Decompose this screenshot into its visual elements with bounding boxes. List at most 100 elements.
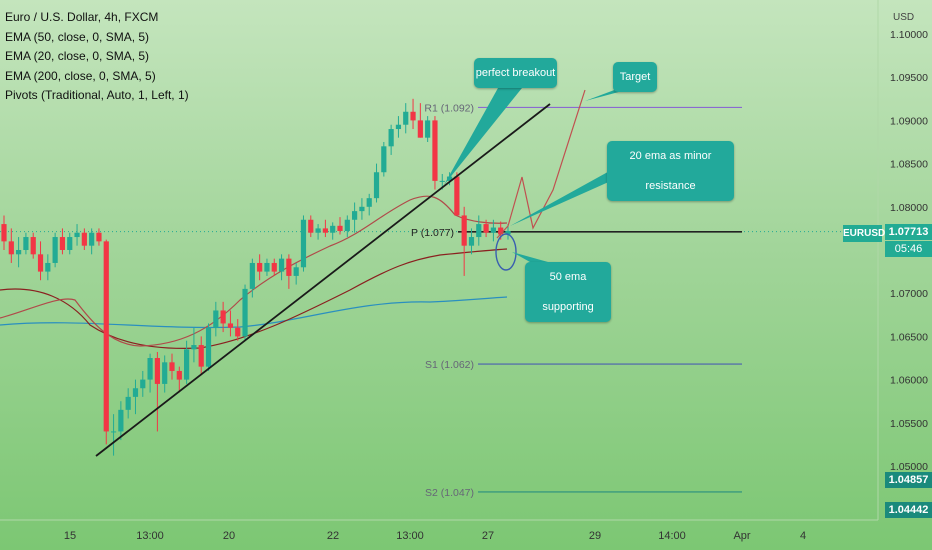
- candle-body: [446, 176, 453, 181]
- legend-ema200[interactable]: EMA (200, close, 0, SMA, 5): [5, 68, 156, 83]
- candle-body: [403, 111, 409, 125]
- candle-body: [132, 388, 139, 397]
- candle-body: [30, 237, 36, 255]
- callout-pointer-breakout: [444, 88, 522, 185]
- y-tick-label: 1.07000: [890, 288, 928, 300]
- y-tick-label: 1.06500: [890, 331, 928, 343]
- candle-body: [461, 215, 467, 246]
- callout-50-ema-supporting[interactable]: 50 ema supporting: [525, 262, 611, 322]
- candle-body: [366, 198, 372, 207]
- ema20-line: [0, 195, 508, 347]
- candle-body: [235, 327, 241, 337]
- candle-body: [162, 362, 168, 384]
- candle-body: [476, 224, 482, 238]
- candle-body: [395, 124, 402, 130]
- projection-path: [496, 89, 586, 239]
- legend-ema20[interactable]: EMA (20, close, 0, SMA, 5): [5, 49, 150, 63]
- callout-target[interactable]: Target: [613, 62, 657, 92]
- candle-body: [498, 227, 504, 235]
- candle-body: [140, 379, 146, 389]
- candle-body: [286, 258, 292, 276]
- y-tick-label: 1.05500: [890, 418, 928, 430]
- candle-body: [16, 250, 22, 255]
- candle-body: [352, 211, 358, 220]
- x-tick-label: 13:00: [396, 530, 424, 542]
- candle-body: [359, 206, 365, 212]
- candle-body: [8, 241, 14, 255]
- low-price-tag-1: 1.04857: [885, 472, 932, 488]
- y-tick-label: 1.10000: [890, 29, 928, 41]
- candle-body: [300, 219, 307, 268]
- x-tick-label: 20: [223, 530, 235, 542]
- candle-body: [110, 431, 117, 433]
- candle-body: [410, 111, 416, 121]
- candle-body: [388, 129, 394, 147]
- x-tick-label: 15: [64, 530, 76, 542]
- candle-body: [154, 358, 160, 384]
- candle-body: [381, 146, 387, 173]
- chart-legend: Euro / U.S. Dollar, 4h, FXCM EMA (50, cl…: [5, 8, 189, 106]
- candle-body: [103, 241, 109, 432]
- candle-body: [96, 232, 102, 242]
- y-tick-label: 1.09000: [890, 115, 928, 127]
- candle-body: [220, 310, 226, 324]
- candle-body: [227, 323, 234, 328]
- y-tick-label: 1.09500: [890, 72, 928, 84]
- candle-body: [330, 225, 336, 233]
- ema50-line: [0, 248, 508, 349]
- x-tick-label: Apr: [733, 530, 750, 542]
- candle-body: [205, 327, 212, 367]
- candle-body: [81, 232, 87, 246]
- legend-pivots[interactable]: Pivots (Traditional, Auto, 1, Left, 1): [5, 88, 189, 102]
- y-tick-label: 1.08000: [890, 202, 928, 214]
- candle-body: [373, 172, 380, 199]
- candle-body: [249, 262, 255, 289]
- pivot-label: S1 (1.062): [425, 359, 474, 371]
- candle-body: [337, 225, 343, 231]
- candle-body: [184, 349, 190, 380]
- bar-countdown-tag: 05:46: [885, 241, 932, 257]
- candle-body: [264, 262, 270, 272]
- low-price-tag-2: 1.04442: [885, 502, 932, 518]
- y-tick-label: 1.05000: [890, 461, 928, 473]
- current-price-tag[interactable]: 1.07713: [885, 224, 932, 240]
- x-tick-label: 14:00: [658, 530, 686, 542]
- x-tick-label: 4: [800, 530, 806, 542]
- pivot-label: R1 (1.092): [424, 102, 474, 114]
- candle-body: [490, 227, 496, 233]
- candle-body: [432, 120, 438, 181]
- candle-body: [271, 262, 277, 272]
- candle-body: [505, 230, 511, 235]
- candle-body: [176, 370, 182, 380]
- candle-body: [344, 219, 350, 231]
- candle-body: [23, 237, 29, 250]
- symbol-tag[interactable]: EURUSD: [843, 225, 885, 242]
- candle-body: [67, 237, 73, 250]
- candle-body: [454, 176, 460, 216]
- candle-body: [257, 262, 263, 272]
- candle-body: [308, 219, 314, 233]
- candle-body: [417, 120, 423, 138]
- y-tick-label: 1.08500: [890, 159, 928, 171]
- candle-body: [483, 224, 489, 233]
- legend-title[interactable]: Euro / U.S. Dollar, 4h, FXCM: [5, 10, 159, 24]
- x-tick-label: 13:00: [136, 530, 164, 542]
- candle-body: [191, 345, 197, 350]
- x-tick-label: 22: [327, 530, 339, 542]
- callout-pointer-ema50: [512, 252, 548, 262]
- candle-body: [322, 228, 328, 233]
- callout-20-ema-resistance[interactable]: 20 ema as minor resistance: [607, 141, 734, 201]
- candle-body: [89, 232, 95, 246]
- callout-perfect-breakout[interactable]: perfect breakout: [474, 58, 557, 88]
- candle-body: [147, 358, 153, 380]
- candle-body: [213, 310, 219, 328]
- candle-body: [45, 262, 51, 272]
- legend-ema50[interactable]: EMA (50, close, 0, SMA, 5): [5, 29, 150, 44]
- candle-body: [278, 258, 285, 272]
- candle-body: [125, 396, 131, 410]
- candle-body: [293, 267, 299, 276]
- candle-body: [37, 254, 44, 272]
- pivot-label: S2 (1.047): [425, 487, 474, 499]
